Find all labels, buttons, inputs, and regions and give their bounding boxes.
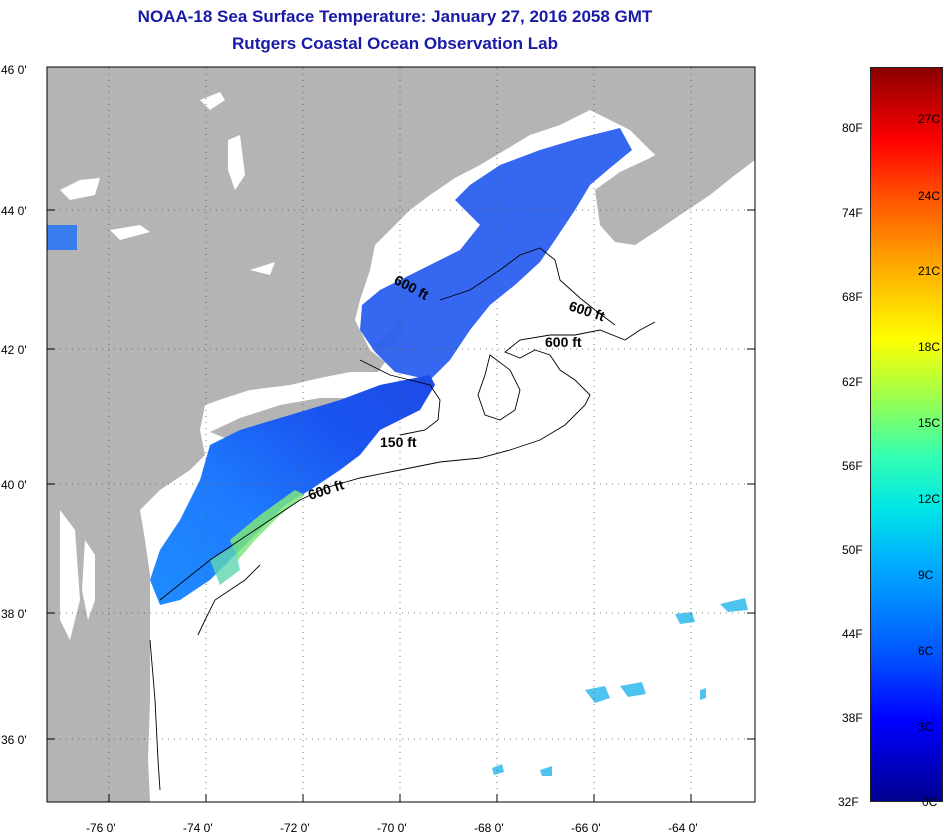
map-subtitle: Rutgers Coastal Ocean Observation Lab — [232, 34, 558, 53]
colorbar-f-50: 50F — [842, 543, 863, 557]
lat-label-38: 38 0' — [1, 607, 27, 621]
map-title: NOAA-18 Sea Surface Temperature: January… — [137, 7, 653, 26]
lat-label-46: 46 0' — [1, 63, 27, 77]
colorbar-c-12: 12C — [918, 492, 941, 506]
sst-warm-tongue-2 — [210, 545, 240, 585]
great-lakes-sst-patch — [47, 225, 77, 250]
contour-label-600ft-c: 600 ft — [545, 334, 582, 350]
colorbar-c-9: 9C — [918, 568, 934, 582]
colorbar-c-15: 15C — [918, 416, 941, 430]
colorbar-c-21: 21C — [918, 264, 941, 278]
colorbar-c-18: 18C — [918, 340, 941, 354]
lon-label-76: -76 0' — [86, 821, 116, 835]
bathymetry-contours — [149, 247, 656, 791]
sst-gulf-of-maine — [360, 128, 632, 380]
lat-label-40: 40 0' — [1, 478, 27, 492]
lon-label-72: -72 0' — [280, 821, 310, 835]
colorbar-c-3: 3C — [918, 720, 934, 734]
colorbar-c-6: 6C — [918, 644, 934, 658]
land-delmarva — [100, 520, 150, 660]
lat-label-44: 44 0' — [1, 204, 27, 218]
lon-label-64: -64 0' — [668, 821, 698, 835]
colorbar-c-24: 24C — [918, 189, 941, 203]
contour-label-150ft: 150 ft — [380, 434, 417, 450]
colorbar-f-32: 32F — [838, 795, 859, 809]
colorbar-f-38: 38F — [842, 711, 863, 725]
colorbar-f-80: 80F — [842, 121, 863, 135]
sst-warm-tongue — [230, 490, 305, 560]
land-long-island — [210, 398, 345, 438]
colorbar-f-62: 62F — [842, 375, 863, 389]
colorbar-f-56: 56F — [842, 459, 863, 473]
colorbar-f-68: 68F — [842, 290, 863, 304]
frame-ticks — [47, 209, 755, 802]
lon-label-66: -66 0' — [571, 821, 601, 835]
lat-label-36: 36 0' — [1, 733, 27, 747]
graticule — [48, 68, 754, 801]
lon-label-70: -70 0' — [377, 821, 407, 835]
lon-label-74: -74 0' — [183, 821, 213, 835]
colorbar-c-27: 27C — [918, 112, 941, 126]
map-frame — [46, 66, 756, 803]
sst-mid-atlantic — [150, 375, 435, 605]
colorbar-f-74: 74F — [842, 206, 863, 220]
colorbar-c-0: 0C — [922, 795, 938, 809]
land-nova-scotia — [595, 105, 755, 245]
temperature-colorbar — [870, 67, 943, 802]
lat-label-42: 42 0' — [1, 343, 27, 357]
land-mainland — [47, 67, 755, 802]
colorbar-f-44: 44F — [842, 627, 863, 641]
lon-label-68: -68 0' — [474, 821, 504, 835]
